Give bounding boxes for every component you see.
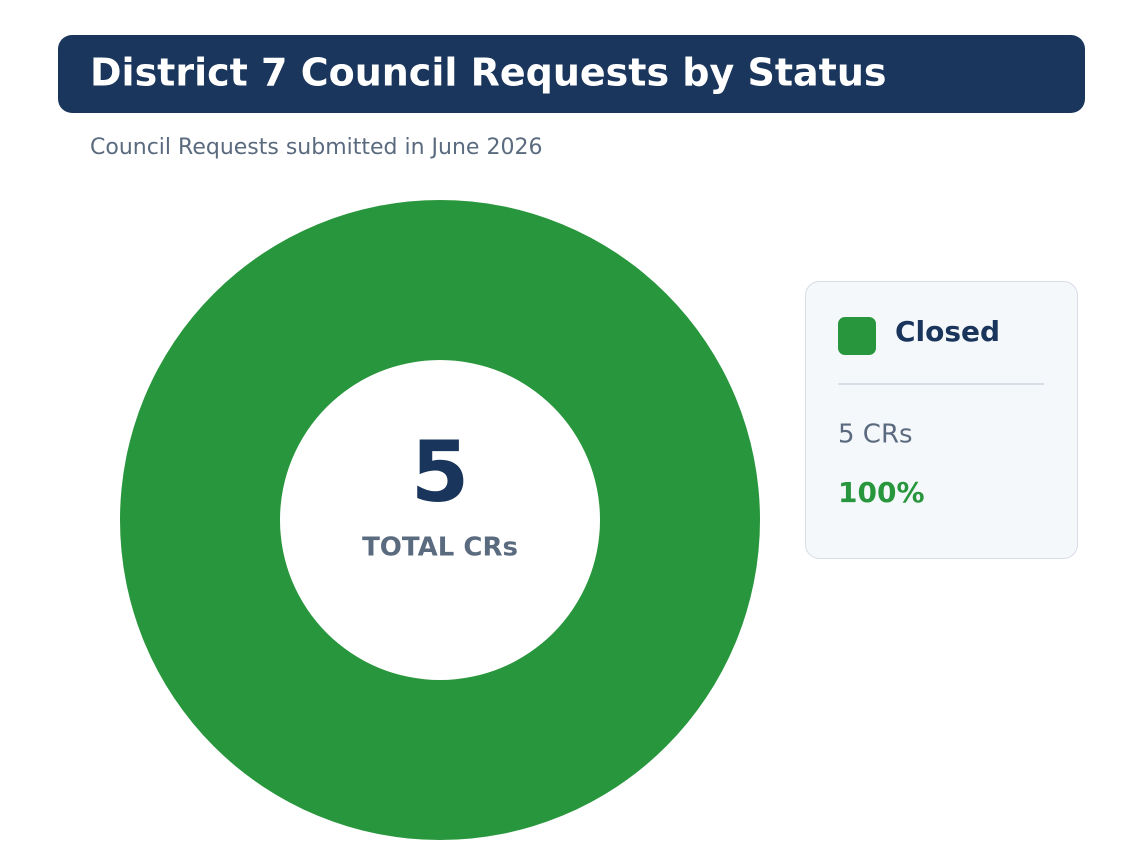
legend-swatch [838, 317, 876, 355]
chart-title: District 7 Council Requests by Status [90, 51, 887, 95]
legend-label: Closed [895, 315, 1000, 348]
donut [120, 200, 760, 840]
donut-slice [120, 200, 760, 840]
title-bar [58, 35, 1085, 113]
legend: Closed 5 CRs 100% [805, 281, 1078, 559]
legend-count: 5 CRs [838, 420, 913, 450]
chart-subtitle: Council Requests submitted in June 2026 [90, 135, 542, 160]
legend-percent: 100% [838, 476, 925, 509]
center-label: TOTAL CRs [362, 533, 518, 563]
center-total: 5 [411, 423, 469, 521]
